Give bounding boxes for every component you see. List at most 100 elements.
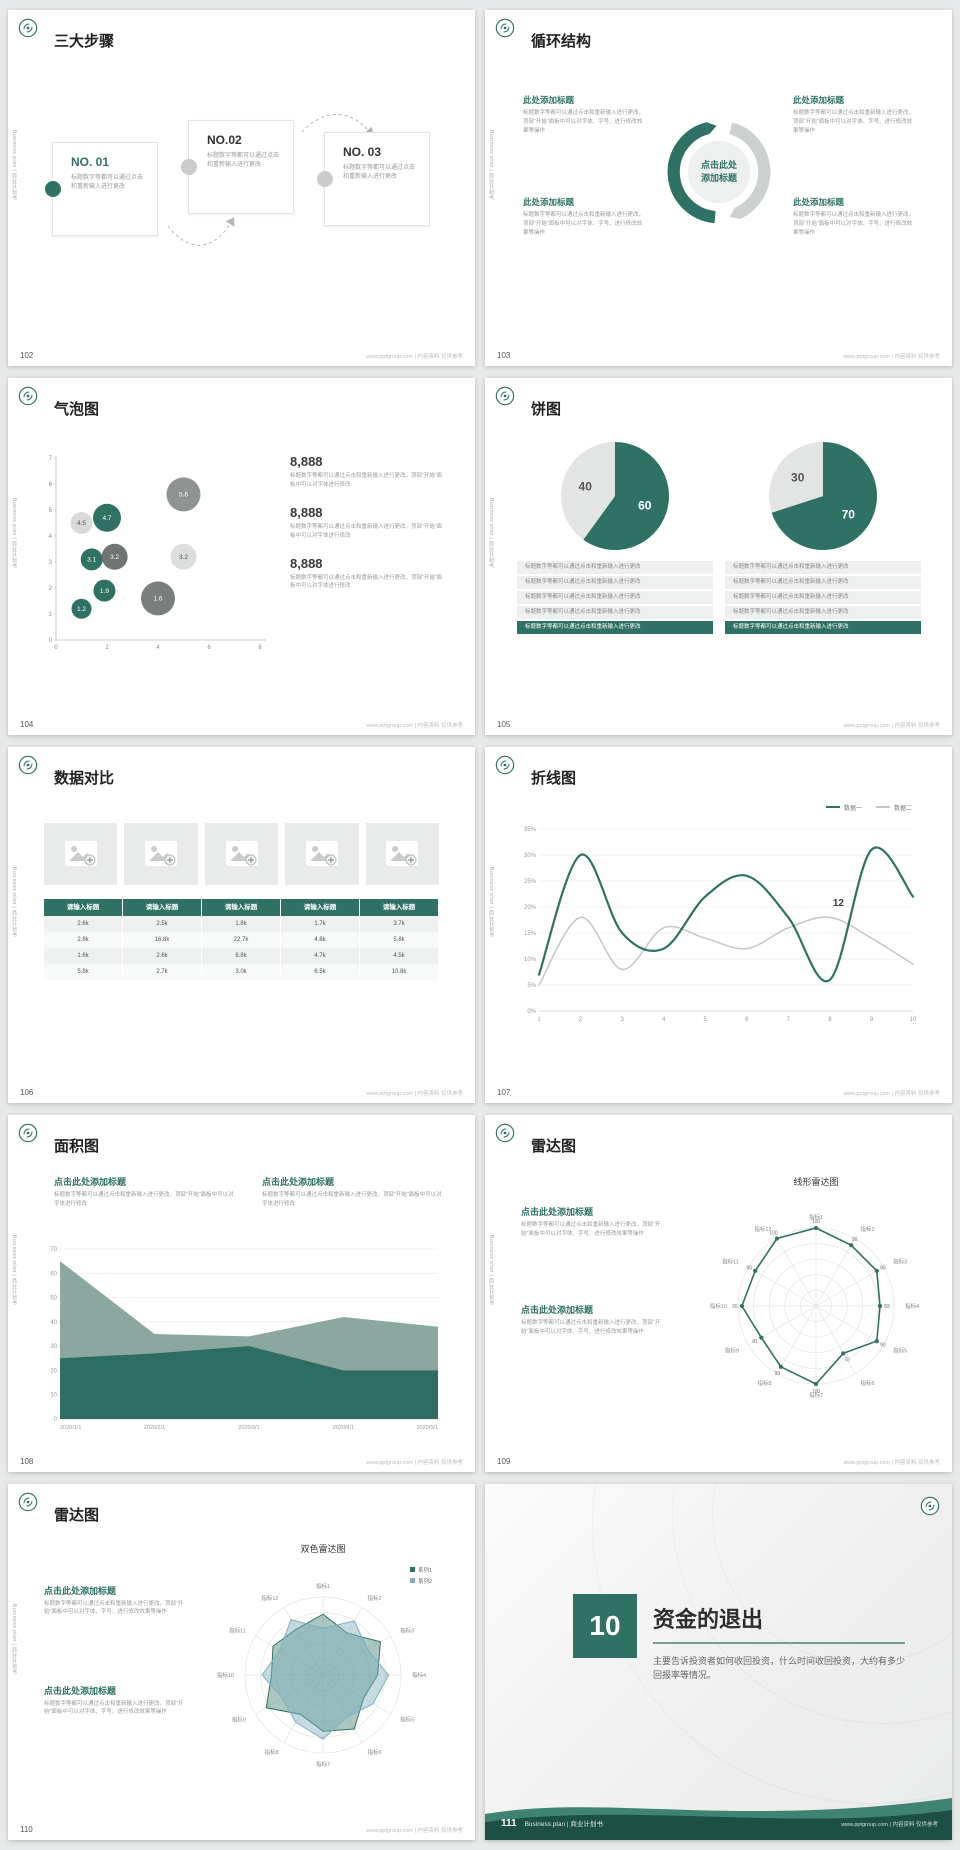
cycle-block-top-right[interactable]: 此处添加标题 标题数字等都可以通过点击和重新输入进行更改，顶部“开始”面板中可以… [793, 94, 917, 136]
table-cell: 3.7k [360, 915, 439, 932]
heading-title: 点击此处添加标题 [262, 1177, 335, 1188]
image-placeholder-row [44, 822, 440, 885]
pie-list-item[interactable]: 标题数字等都可以通过点击和重新输入进行更改 [725, 561, 921, 575]
slide-110[interactable]: Business plan | 商业计划书 雷达图 点击此处添加标题 标题数字等… [8, 1483, 475, 1840]
svg-text:0: 0 [54, 1417, 58, 1423]
slide-footer: www.pptgroup.com | 内容资料 仅供参考 [366, 1091, 463, 1098]
svg-text:3.2: 3.2 [179, 554, 188, 561]
legend-label: 数据一 [843, 805, 862, 812]
slide-title: 循环结构 [531, 33, 592, 50]
pie-list-item[interactable]: 标题数字等都可以通过点击和重新输入进行更改 [725, 621, 921, 635]
slide-107[interactable]: Business plan | 商业计划书 折线图 数据一 数据二 0% 5% 10… [485, 746, 952, 1104]
svg-text:30%: 30% [524, 853, 537, 859]
radar-heading-1[interactable]: 点击此处添加标题 标题数字等都可以通过点击和重新输入进行更改，顶部“开始”面板中… [521, 1205, 671, 1239]
image-placeholder[interactable] [204, 822, 279, 885]
cycle-block-bottom-right[interactable]: 此处添加标题 标题数字等都可以通过点击和重新输入进行更改，顶部“开始”面板中可以… [793, 196, 917, 238]
svg-text:指标8: 指标8 [264, 1748, 278, 1756]
image-placeholder[interactable] [124, 822, 198, 885]
pie-chart-a: 60 40 [560, 442, 669, 551]
table-cell: 5.8k [360, 931, 439, 948]
slide-109[interactable]: Business plan | 商业计划书 雷达图 点击此处添加标题 标题数字等… [485, 1115, 952, 1472]
heading-text: 标题数字等都可以通过点击和重新输入进行更改，顶部“开始”面板中可以对字体、字号、… [44, 1700, 184, 1716]
table-header-cell[interactable]: 请输入标题 [360, 898, 439, 916]
slide-title: 数据对比 [54, 769, 115, 787]
pie-list-item[interactable]: 标题数字等都可以通过点击和重新输入进行更改 [725, 606, 921, 620]
area-heading-1[interactable]: 点击此处添加标题 标题数字等都可以通过点击和重新输入进行更改，顶部“开始”面板中… [54, 1175, 236, 1209]
heading-text: 标题数字等都可以通过点击和重新输入进行更改，顶部“开始”面板中可以对字体进行修改 [262, 1192, 442, 1207]
legend-label: 数据二 [893, 805, 912, 812]
svg-text:3.2: 3.2 [110, 554, 119, 561]
svg-text:70: 70 [842, 508, 856, 522]
radar-heading-2[interactable]: 点击此处添加标题 标题数字等都可以通过点击和重新输入进行更改，顶部“开始”面板中… [521, 1303, 671, 1337]
side-brand-text: Business plan | 商业计划书 [488, 1235, 494, 1306]
radar-heading-1[interactable]: 点击此处添加标题 标题数字等都可以通过点击和重新输入进行更改，顶部“开始”面板中… [44, 1584, 194, 1618]
slide-108[interactable]: Business plan | 商业计划书 面积图 点击此处添加标题 标题数字等… [8, 1115, 475, 1472]
legend-series-1[interactable]: 系列1 [410, 1566, 432, 1574]
svg-text:5: 5 [49, 508, 53, 514]
section-title: 资金的退出 [653, 1606, 764, 1632]
table-row[interactable]: 5.8k 2.7k 3.0k 6.5k 10.8k [44, 963, 439, 980]
svg-text:指标10: 指标10 [217, 1671, 234, 1679]
table-cell: 1.8k [202, 915, 281, 932]
table-cell: 2.8k [44, 931, 123, 948]
slide-105[interactable]: Business plan | 商业计划书 饼图 60 40 标题数字等都可以通过… [485, 378, 952, 735]
svg-text:3.1: 3.1 [87, 557, 96, 564]
slide-104[interactable]: Business plan | 商业计划书 气泡图 0 1 2 3 4 5 6 7 0 2 4 6 8 4… [8, 378, 475, 735]
cycle-block-text: 标题数字等都可以通过点击和重新输入进行更改，顶部“开始”面板中可以对字体、字号、… [523, 212, 645, 237]
svg-text:2020/2/1: 2020/2/1 [144, 1425, 165, 1431]
table-row[interactable]: 1.6k 2.6k 6.8k 4.7k 4.5k [44, 947, 439, 964]
legend-series-2[interactable]: 系列2 [410, 1577, 432, 1585]
stat-block[interactable]: 8,888 标题数字等都可以通过点击和重新输入进行更改，顶部“开始”面板中可以对… [290, 505, 445, 541]
step-card-3[interactable]: NO. 03 标题数字等都可以通过点击和重新输入进行更改 [317, 132, 430, 226]
brand-logo-icon [18, 1123, 38, 1143]
legend-series-2[interactable]: 数据二 [875, 803, 912, 812]
table-header-cell[interactable]: 请输入标题 [44, 898, 123, 916]
table-row[interactable]: 2.8k 16.8k 22.7k 4.8k 5.8k [44, 931, 439, 948]
pie-list-item[interactable]: 标题数字等都可以通过点击和重新输入进行更改 [517, 561, 713, 575]
svg-text:2020/1/1: 2020/1/1 [60, 1425, 81, 1431]
svg-text:90: 90 [852, 1237, 858, 1243]
image-placeholder[interactable] [285, 822, 359, 885]
slide-111[interactable]: 10 资金的退出 主要告诉投资者如何收回投资，什么时间收回投资，大约有多少回报率… [485, 1483, 952, 1840]
stat-block[interactable]: 8,888 标题数字等都可以通过点击和重新输入进行更改，顶部“开始”面板中可以对… [290, 556, 445, 592]
svg-text:指标12: 指标12 [261, 1593, 278, 1601]
svg-text:40: 40 [579, 480, 593, 494]
pie-list-item[interactable]: 标题数字等都可以通过点击和重新输入进行更改 [517, 591, 713, 605]
table-header-cell[interactable]: 请输入标题 [281, 898, 360, 916]
pie-list-item[interactable]: 标题数字等都可以通过点击和重新输入进行更改 [517, 606, 713, 620]
step-card-2[interactable]: NO.02 标题数字等都可以通过点击和重新输入进行更改 [181, 120, 294, 214]
pie-list-item[interactable]: 标题数字等都可以通过点击和重新输入进行更改 [725, 576, 921, 590]
cycle-block-top-left[interactable]: 此处添加标题 标题数字等都可以通过点击和重新输入进行更改，顶部“开始”面板中可以… [523, 94, 647, 136]
image-placeholder[interactable] [44, 822, 118, 885]
page-number: 107 [497, 1088, 511, 1098]
svg-text:0: 0 [49, 638, 53, 644]
table-cell: 4.7k [281, 947, 360, 964]
table-cell: 10.8k [360, 963, 439, 980]
radar-heading-2[interactable]: 点击此处添加标题 标题数字等都可以通过点击和重新输入进行更改，顶部“开始”面板中… [44, 1684, 194, 1718]
slide-102[interactable]: Business plan | 商业计划书 三大步骤 NO. 01 标题数字等都… [8, 10, 475, 367]
slide-footer: www.pptgroup.com | 内容资料 仅供参考 [843, 722, 940, 729]
area-heading-2[interactable]: 点击此处添加标题 标题数字等都可以通过点击和重新输入进行更改，顶部“开始”面板中… [262, 1175, 444, 1209]
table-cell: 6.5k [281, 963, 360, 980]
svg-text:95: 95 [732, 1304, 738, 1310]
slide-106[interactable]: Business plan | 商业计划书 数据对比 请输入标题 请输入标题 请输入… [8, 746, 475, 1104]
stats-column: 8,888 标题数字等都可以通过点击和重新输入进行更改，顶部“开始”面板中可以对… [290, 454, 445, 606]
step-card-1[interactable]: NO. 01 标题数字等都可以通过点击和重新输入进行更改 [45, 142, 158, 236]
table-header-cell[interactable]: 请输入标题 [123, 898, 202, 916]
legend-series-1[interactable]: 数据一 [825, 803, 862, 812]
pie-list-item[interactable]: 标题数字等都可以通过点击和重新输入进行更改 [725, 591, 921, 605]
image-placeholder[interactable] [365, 822, 440, 885]
radar-dual-chart: 指标1 指标2 指标3 指标4 指标5 指标6 指标7 指标8 指标9 指标10 指标11 指标12 [217, 1582, 426, 1768]
table-row[interactable]: 2.6k 2.5k 1.8k 1.7k 3.7k [44, 915, 439, 932]
legend-swatch [875, 806, 890, 809]
cycle-block-bottom-left[interactable]: 此处添加标题 标题数字等都可以通过点击和重新输入进行更改，顶部“开始”面板中可以… [523, 196, 647, 238]
slide-103[interactable]: Business plan | 商业计划书 循环结构 点击此处 添加标题 此处添… [485, 10, 952, 367]
line-chart-legend: 数据一 数据二 [825, 803, 912, 812]
stat-block[interactable]: 8,888 标题数字等都可以通过点击和重新输入进行更改，顶部“开始”面板中可以对… [290, 454, 445, 490]
cycle-center-label[interactable]: 点击此处 添加标题 [653, 106, 785, 238]
pie-list-item[interactable]: 标题数字等都可以通过点击和重新输入进行更改 [517, 576, 713, 590]
table-header-cell[interactable]: 请输入标题 [202, 898, 281, 916]
pie-list-item[interactable]: 标题数字等都可以通过点击和重新输入进行更改 [517, 621, 713, 635]
svg-text:4: 4 [156, 645, 160, 651]
heading-title: 点击此处添加标题 [44, 1685, 117, 1696]
